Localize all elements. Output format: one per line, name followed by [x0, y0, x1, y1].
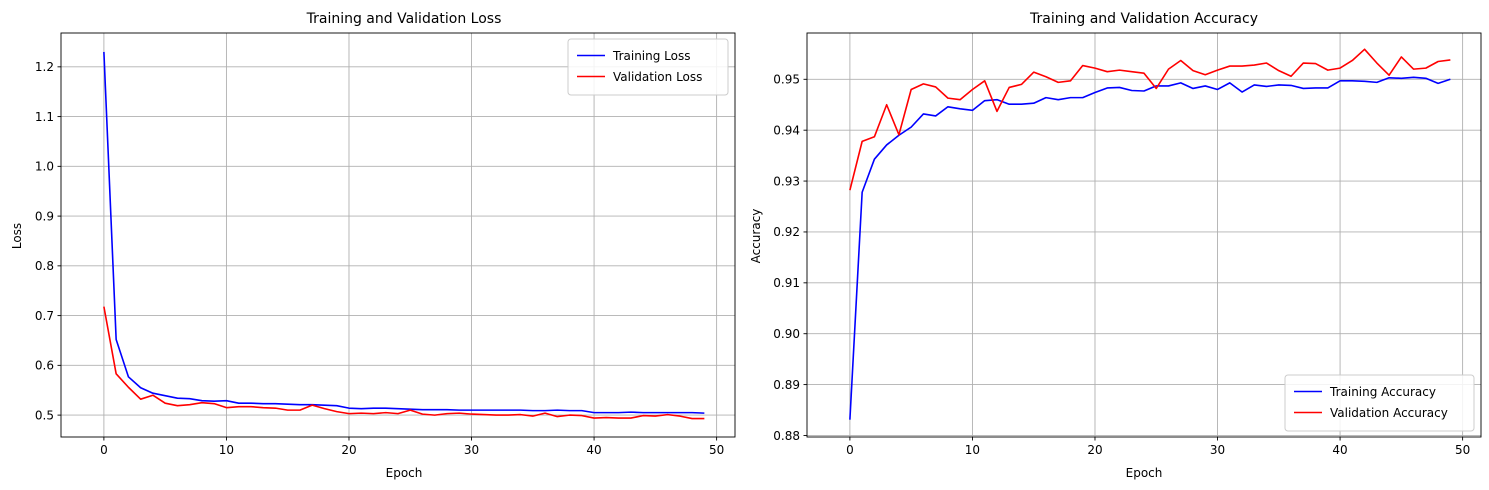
- loss-chart-xtick-label: 20: [341, 443, 356, 457]
- loss-chart-xlabel: Epoch: [386, 466, 423, 480]
- accuracy-chart-series-layer: [849, 48, 1451, 420]
- loss-chart-title: Training and Validation Loss: [306, 11, 502, 27]
- accuracy-chart-panel: Training and Validation Accuracy Epoch A…: [749, 11, 1482, 480]
- loss-chart-ylabel: Loss: [10, 223, 24, 249]
- accuracy-chart-xtick-label: 50: [1455, 443, 1470, 457]
- loss-chart-series-layer: [103, 51, 705, 420]
- loss-chart-legend-box: [567, 38, 729, 96]
- validation-accuracy-legend-label: Validation Accuracy: [1330, 406, 1448, 420]
- accuracy-chart-xtick-label: 40: [1332, 443, 1347, 457]
- training-accuracy-line: [849, 76, 1451, 420]
- loss-chart-ytick-label: 0.8: [35, 259, 54, 273]
- training-loss-legend-label: Training Loss: [612, 49, 690, 63]
- loss-chart-frame: [60, 32, 736, 438]
- accuracy-chart-xtick-label: 20: [1087, 443, 1102, 457]
- accuracy-chart-ytick-label: 0.88: [773, 429, 800, 443]
- loss-chart-ytick-label: 0.6: [35, 359, 54, 373]
- loss-chart-panel: Training and Validation Loss Epoch Loss …: [10, 11, 736, 480]
- training-loss-line: [103, 51, 705, 414]
- accuracy-chart-ylabel: Accuracy: [749, 209, 763, 264]
- loss-chart-legend: Training Loss Validation Loss: [567, 38, 729, 96]
- loss-chart-ticks: 0 10 20 30 40 50 0.5 0.6 0.7 0.8 0.9 1.0 1.1 1.2: [35, 60, 724, 457]
- loss-chart-ytick-label: 0.9: [35, 209, 54, 223]
- training-accuracy-legend-label: Training Accuracy: [1329, 385, 1436, 399]
- loss-chart-xtick-label: 0: [100, 443, 108, 457]
- accuracy-chart-title: Training and Validation Accuracy: [1029, 11, 1258, 27]
- loss-chart-xtick-label: 30: [464, 443, 479, 457]
- accuracy-chart-ticks: 0 10 20 30 40 50 0.88 0.89 0.90 0.91 0.92 0.93 0.94 0…: [773, 73, 1470, 457]
- loss-chart-ytick-label: 0.5: [35, 408, 54, 422]
- validation-accuracy-line: [849, 48, 1451, 191]
- loss-chart-ytick-label: 1.0: [35, 160, 54, 174]
- accuracy-chart-ytick-label: 0.90: [773, 327, 800, 341]
- accuracy-chart-ytick-label: 0.91: [773, 276, 800, 290]
- accuracy-chart-ytick-label: 0.92: [773, 225, 800, 239]
- validation-loss-legend-label: Validation Loss: [613, 70, 702, 84]
- accuracy-chart-legend: Training Accuracy Validation Accuracy: [1284, 374, 1475, 432]
- accuracy-chart-xtick-label: 0: [846, 443, 854, 457]
- loss-chart-ytick-label: 1.1: [35, 110, 54, 124]
- accuracy-chart-xtick-label: 10: [965, 443, 980, 457]
- accuracy-chart-ytick-label: 0.94: [773, 123, 800, 137]
- accuracy-chart-ytick-label: 0.95: [773, 73, 800, 87]
- loss-chart-ytick-label: 0.7: [35, 309, 54, 323]
- loss-chart-xtick-label: 10: [219, 443, 234, 457]
- accuracy-chart-ytick-label: 0.93: [773, 174, 800, 188]
- accuracy-chart-legend-box: [1284, 374, 1475, 432]
- accuracy-chart-xlabel: Epoch: [1126, 466, 1163, 480]
- loss-chart-xtick-label: 40: [586, 443, 601, 457]
- loss-chart-xtick-label: 50: [709, 443, 724, 457]
- loss-chart-ytick-label: 1.2: [35, 60, 54, 74]
- validation-loss-line: [103, 306, 705, 420]
- accuracy-chart-ytick-label: 0.89: [773, 378, 800, 392]
- accuracy-chart-xtick-label: 30: [1210, 443, 1225, 457]
- accuracy-chart-frame: [806, 32, 1482, 438]
